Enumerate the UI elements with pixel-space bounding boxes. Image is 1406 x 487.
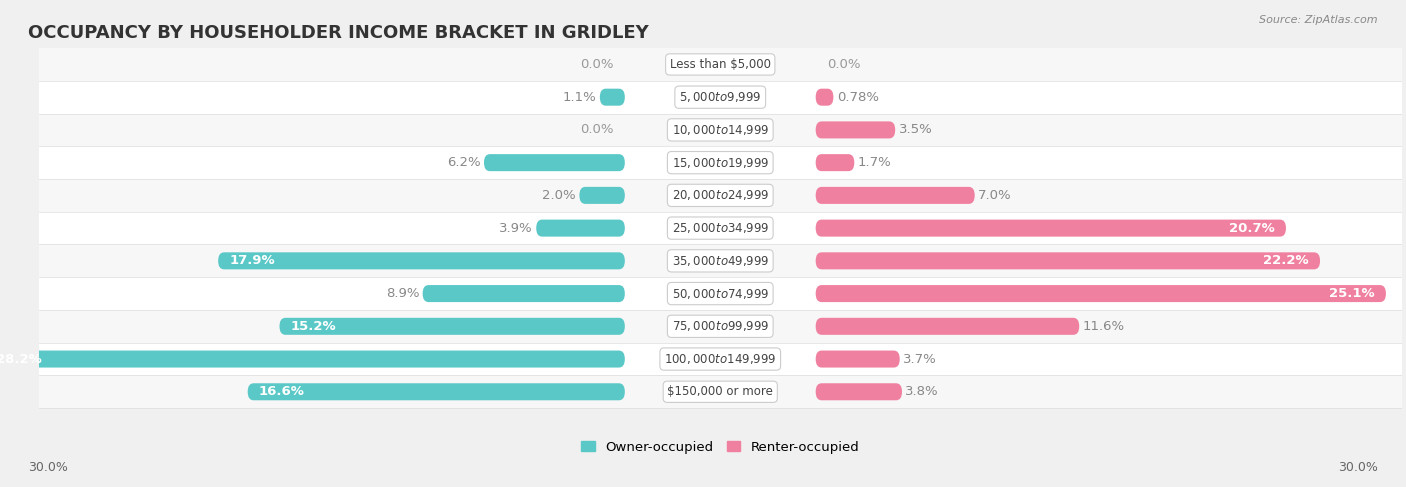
Text: OCCUPANCY BY HOUSEHOLDER INCOME BRACKET IN GRIDLEY: OCCUPANCY BY HOUSEHOLDER INCOME BRACKET …	[28, 24, 650, 42]
FancyBboxPatch shape	[815, 220, 1286, 237]
FancyBboxPatch shape	[536, 220, 624, 237]
FancyBboxPatch shape	[484, 154, 624, 171]
Text: 2.0%: 2.0%	[543, 189, 576, 202]
Text: 0.0%: 0.0%	[827, 58, 860, 71]
Text: 7.0%: 7.0%	[979, 189, 1012, 202]
Text: 15.2%: 15.2%	[291, 320, 336, 333]
Text: 0.0%: 0.0%	[579, 58, 613, 71]
Bar	[39, 179, 1402, 212]
Text: 25.1%: 25.1%	[1329, 287, 1375, 300]
Text: Source: ZipAtlas.com: Source: ZipAtlas.com	[1260, 15, 1378, 25]
Text: $10,000 to $14,999: $10,000 to $14,999	[672, 123, 769, 137]
Text: 16.6%: 16.6%	[259, 385, 305, 398]
Bar	[39, 81, 1402, 113]
Text: $100,000 to $149,999: $100,000 to $149,999	[664, 352, 776, 366]
Text: 0.78%: 0.78%	[837, 91, 879, 104]
Text: 28.2%: 28.2%	[0, 353, 41, 366]
Text: $50,000 to $74,999: $50,000 to $74,999	[672, 286, 769, 300]
FancyBboxPatch shape	[280, 318, 624, 335]
Text: 17.9%: 17.9%	[229, 254, 276, 267]
Bar	[39, 113, 1402, 146]
Bar	[39, 146, 1402, 179]
Text: $20,000 to $24,999: $20,000 to $24,999	[672, 188, 769, 203]
Bar	[39, 212, 1402, 244]
Text: $150,000 or more: $150,000 or more	[668, 385, 773, 398]
FancyBboxPatch shape	[815, 89, 834, 106]
Text: 30.0%: 30.0%	[28, 461, 67, 474]
Text: $25,000 to $34,999: $25,000 to $34,999	[672, 221, 769, 235]
Bar	[39, 310, 1402, 343]
FancyBboxPatch shape	[247, 383, 624, 400]
FancyBboxPatch shape	[815, 383, 903, 400]
FancyBboxPatch shape	[423, 285, 624, 302]
FancyBboxPatch shape	[815, 187, 974, 204]
Text: 1.7%: 1.7%	[858, 156, 891, 169]
FancyBboxPatch shape	[815, 252, 1320, 269]
Text: 0.0%: 0.0%	[579, 123, 613, 136]
FancyBboxPatch shape	[815, 154, 855, 171]
Text: 3.8%: 3.8%	[905, 385, 939, 398]
Text: 3.7%: 3.7%	[903, 353, 936, 366]
Text: 22.2%: 22.2%	[1263, 254, 1309, 267]
Legend: Owner-occupied, Renter-occupied: Owner-occupied, Renter-occupied	[576, 435, 865, 459]
Text: $15,000 to $19,999: $15,000 to $19,999	[672, 156, 769, 169]
Text: 6.2%: 6.2%	[447, 156, 481, 169]
Text: 8.9%: 8.9%	[385, 287, 419, 300]
FancyBboxPatch shape	[815, 121, 896, 138]
Text: $5,000 to $9,999: $5,000 to $9,999	[679, 90, 762, 104]
Bar	[39, 277, 1402, 310]
Text: 20.7%: 20.7%	[1229, 222, 1275, 235]
Text: 3.5%: 3.5%	[898, 123, 932, 136]
Bar	[39, 375, 1402, 408]
Text: $75,000 to $99,999: $75,000 to $99,999	[672, 319, 769, 333]
Text: 1.1%: 1.1%	[562, 91, 596, 104]
Bar	[39, 244, 1402, 277]
Bar	[39, 48, 1402, 81]
FancyBboxPatch shape	[815, 318, 1080, 335]
FancyBboxPatch shape	[218, 252, 624, 269]
FancyBboxPatch shape	[815, 351, 900, 368]
FancyBboxPatch shape	[600, 89, 624, 106]
FancyBboxPatch shape	[579, 187, 624, 204]
Text: 3.9%: 3.9%	[499, 222, 533, 235]
Text: Less than $5,000: Less than $5,000	[669, 58, 770, 71]
Text: 11.6%: 11.6%	[1083, 320, 1125, 333]
Text: $35,000 to $49,999: $35,000 to $49,999	[672, 254, 769, 268]
FancyBboxPatch shape	[0, 351, 624, 368]
Text: 30.0%: 30.0%	[1339, 461, 1378, 474]
FancyBboxPatch shape	[815, 285, 1386, 302]
Bar	[39, 343, 1402, 375]
